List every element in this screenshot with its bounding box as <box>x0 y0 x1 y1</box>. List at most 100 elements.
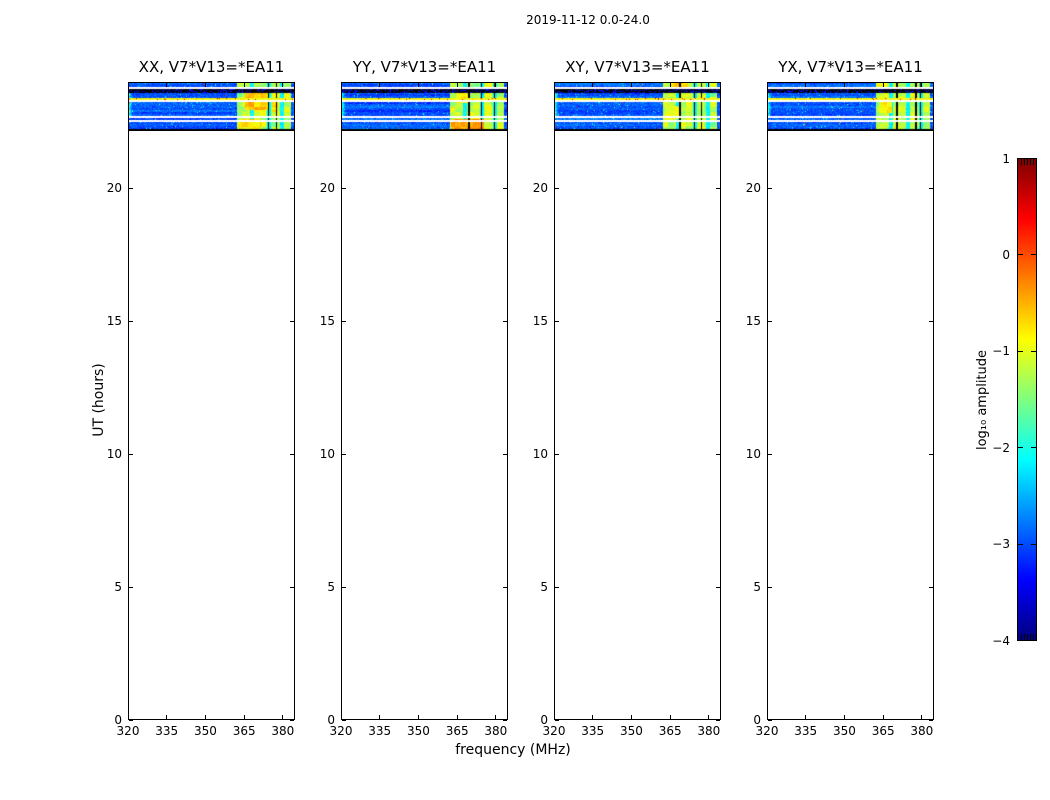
colorbar-tick-label: −1 <box>992 344 1010 359</box>
x-tick-top <box>127 83 129 87</box>
x-tick-top <box>456 83 458 87</box>
colorbar-tick-label: 1 <box>1002 151 1010 166</box>
x-tick-label: 365 <box>871 724 895 738</box>
y-tick-right <box>290 320 294 322</box>
x-tick <box>456 715 458 719</box>
y-tick-right <box>290 719 294 721</box>
y-tick-label: 0 <box>753 713 761 727</box>
x-tick-label: 365 <box>445 724 469 738</box>
y-tick-label: 5 <box>114 580 122 595</box>
y-tick-label: 0 <box>114 713 122 727</box>
colorbar-tick <box>1018 543 1023 545</box>
y-tick-label: 15 <box>319 314 335 329</box>
panel-title-xy: XY, V7*V13=*EA11 <box>565 58 710 76</box>
y-tick <box>342 187 346 189</box>
y-tick-label: 5 <box>540 580 548 595</box>
figure-title: 2019-11-12 0.0-24.0 <box>526 13 650 27</box>
y-tick <box>342 719 346 721</box>
y-tick-label: 15 <box>745 314 761 329</box>
y-tick-label: 10 <box>745 447 761 462</box>
colorbar-tick <box>1018 158 1023 159</box>
x-tick <box>243 715 245 719</box>
y-tick-label: 15 <box>532 314 548 329</box>
x-tick <box>379 715 381 719</box>
y-tick-right <box>716 453 720 455</box>
x-tick-top <box>592 83 594 87</box>
y-tick-right <box>503 320 507 322</box>
colorbar-tick-label: −2 <box>992 440 1010 455</box>
x-tick <box>708 715 710 719</box>
colorbar-end-hatch <box>1021 159 1022 165</box>
y-tick-label: 20 <box>319 181 335 196</box>
y-tick <box>555 187 559 189</box>
y-tick-right <box>290 187 294 189</box>
x-tick-top <box>921 83 923 87</box>
x-axis-label: frequency (MHz) <box>455 742 571 758</box>
colorbar-tick-label: −4 <box>992 633 1010 648</box>
y-tick-right <box>290 453 294 455</box>
x-tick-label: 320 <box>329 724 353 738</box>
y-tick <box>129 586 133 588</box>
x-tick <box>630 715 632 719</box>
colorbar-end-hatch <box>1024 159 1025 165</box>
x-tick-top <box>243 83 245 87</box>
y-tick <box>555 320 559 322</box>
y-tick-label: 10 <box>106 447 122 462</box>
y-tick-right <box>716 187 720 189</box>
x-tick <box>805 715 807 719</box>
colorbar-tick <box>1018 447 1023 449</box>
x-tick-label: 335 <box>581 724 605 738</box>
x-tick-label: 365 <box>232 724 256 738</box>
x-tick <box>166 715 168 719</box>
y-tick <box>768 187 772 189</box>
x-tick-label: 320 <box>116 724 140 738</box>
spectrogram-canvas-yy <box>341 82 508 131</box>
y-tick-right <box>929 719 933 721</box>
x-tick-label: 320 <box>542 724 566 738</box>
y-tick-label: 5 <box>327 580 335 595</box>
x-tick-top <box>340 83 342 87</box>
x-tick <box>882 715 884 719</box>
colorbar-tick-right <box>1031 640 1036 641</box>
y-tick-right <box>929 187 933 189</box>
y-tick-right <box>716 320 720 322</box>
colorbar-tick-right <box>1031 350 1036 352</box>
y-tick <box>768 586 772 588</box>
colorbar-tick-label: 0 <box>1002 247 1010 262</box>
x-tick <box>417 715 419 719</box>
y-tick-label: 20 <box>532 181 548 196</box>
x-tick <box>204 715 206 719</box>
colorbar-end-hatch <box>1030 159 1031 165</box>
y-tick <box>129 719 133 721</box>
x-tick-top <box>766 83 768 87</box>
y-tick-right <box>503 453 507 455</box>
y-tick <box>129 453 133 455</box>
y-tick <box>342 453 346 455</box>
x-tick-label: 350 <box>619 724 643 738</box>
spectrogram-canvas-xy <box>554 82 721 131</box>
x-tick-top <box>805 83 807 87</box>
x-tick-label: 335 <box>368 724 392 738</box>
y-tick-label: 0 <box>327 713 335 727</box>
x-tick-top <box>495 83 497 87</box>
x-tick <box>766 715 768 719</box>
colorbar-end-hatch <box>1024 634 1025 640</box>
x-tick-label: 350 <box>832 724 856 738</box>
y-tick <box>768 453 772 455</box>
y-tick-right <box>716 719 720 721</box>
colorbar-tick-label: −3 <box>992 537 1010 552</box>
axes-box-yy <box>341 82 508 720</box>
colorbar-end-hatch <box>1030 634 1031 640</box>
colorbar-tick-right <box>1031 158 1036 159</box>
colorbar-end-hatch <box>1027 634 1028 640</box>
x-tick-label: 335 <box>794 724 818 738</box>
x-tick-label: 380 <box>484 724 508 738</box>
y-tick-label: 10 <box>532 447 548 462</box>
x-tick <box>495 715 497 719</box>
y-tick-right <box>929 586 933 588</box>
colorbar-end-hatch <box>1027 159 1028 165</box>
y-tick-right <box>503 586 507 588</box>
x-tick-top <box>669 83 671 87</box>
